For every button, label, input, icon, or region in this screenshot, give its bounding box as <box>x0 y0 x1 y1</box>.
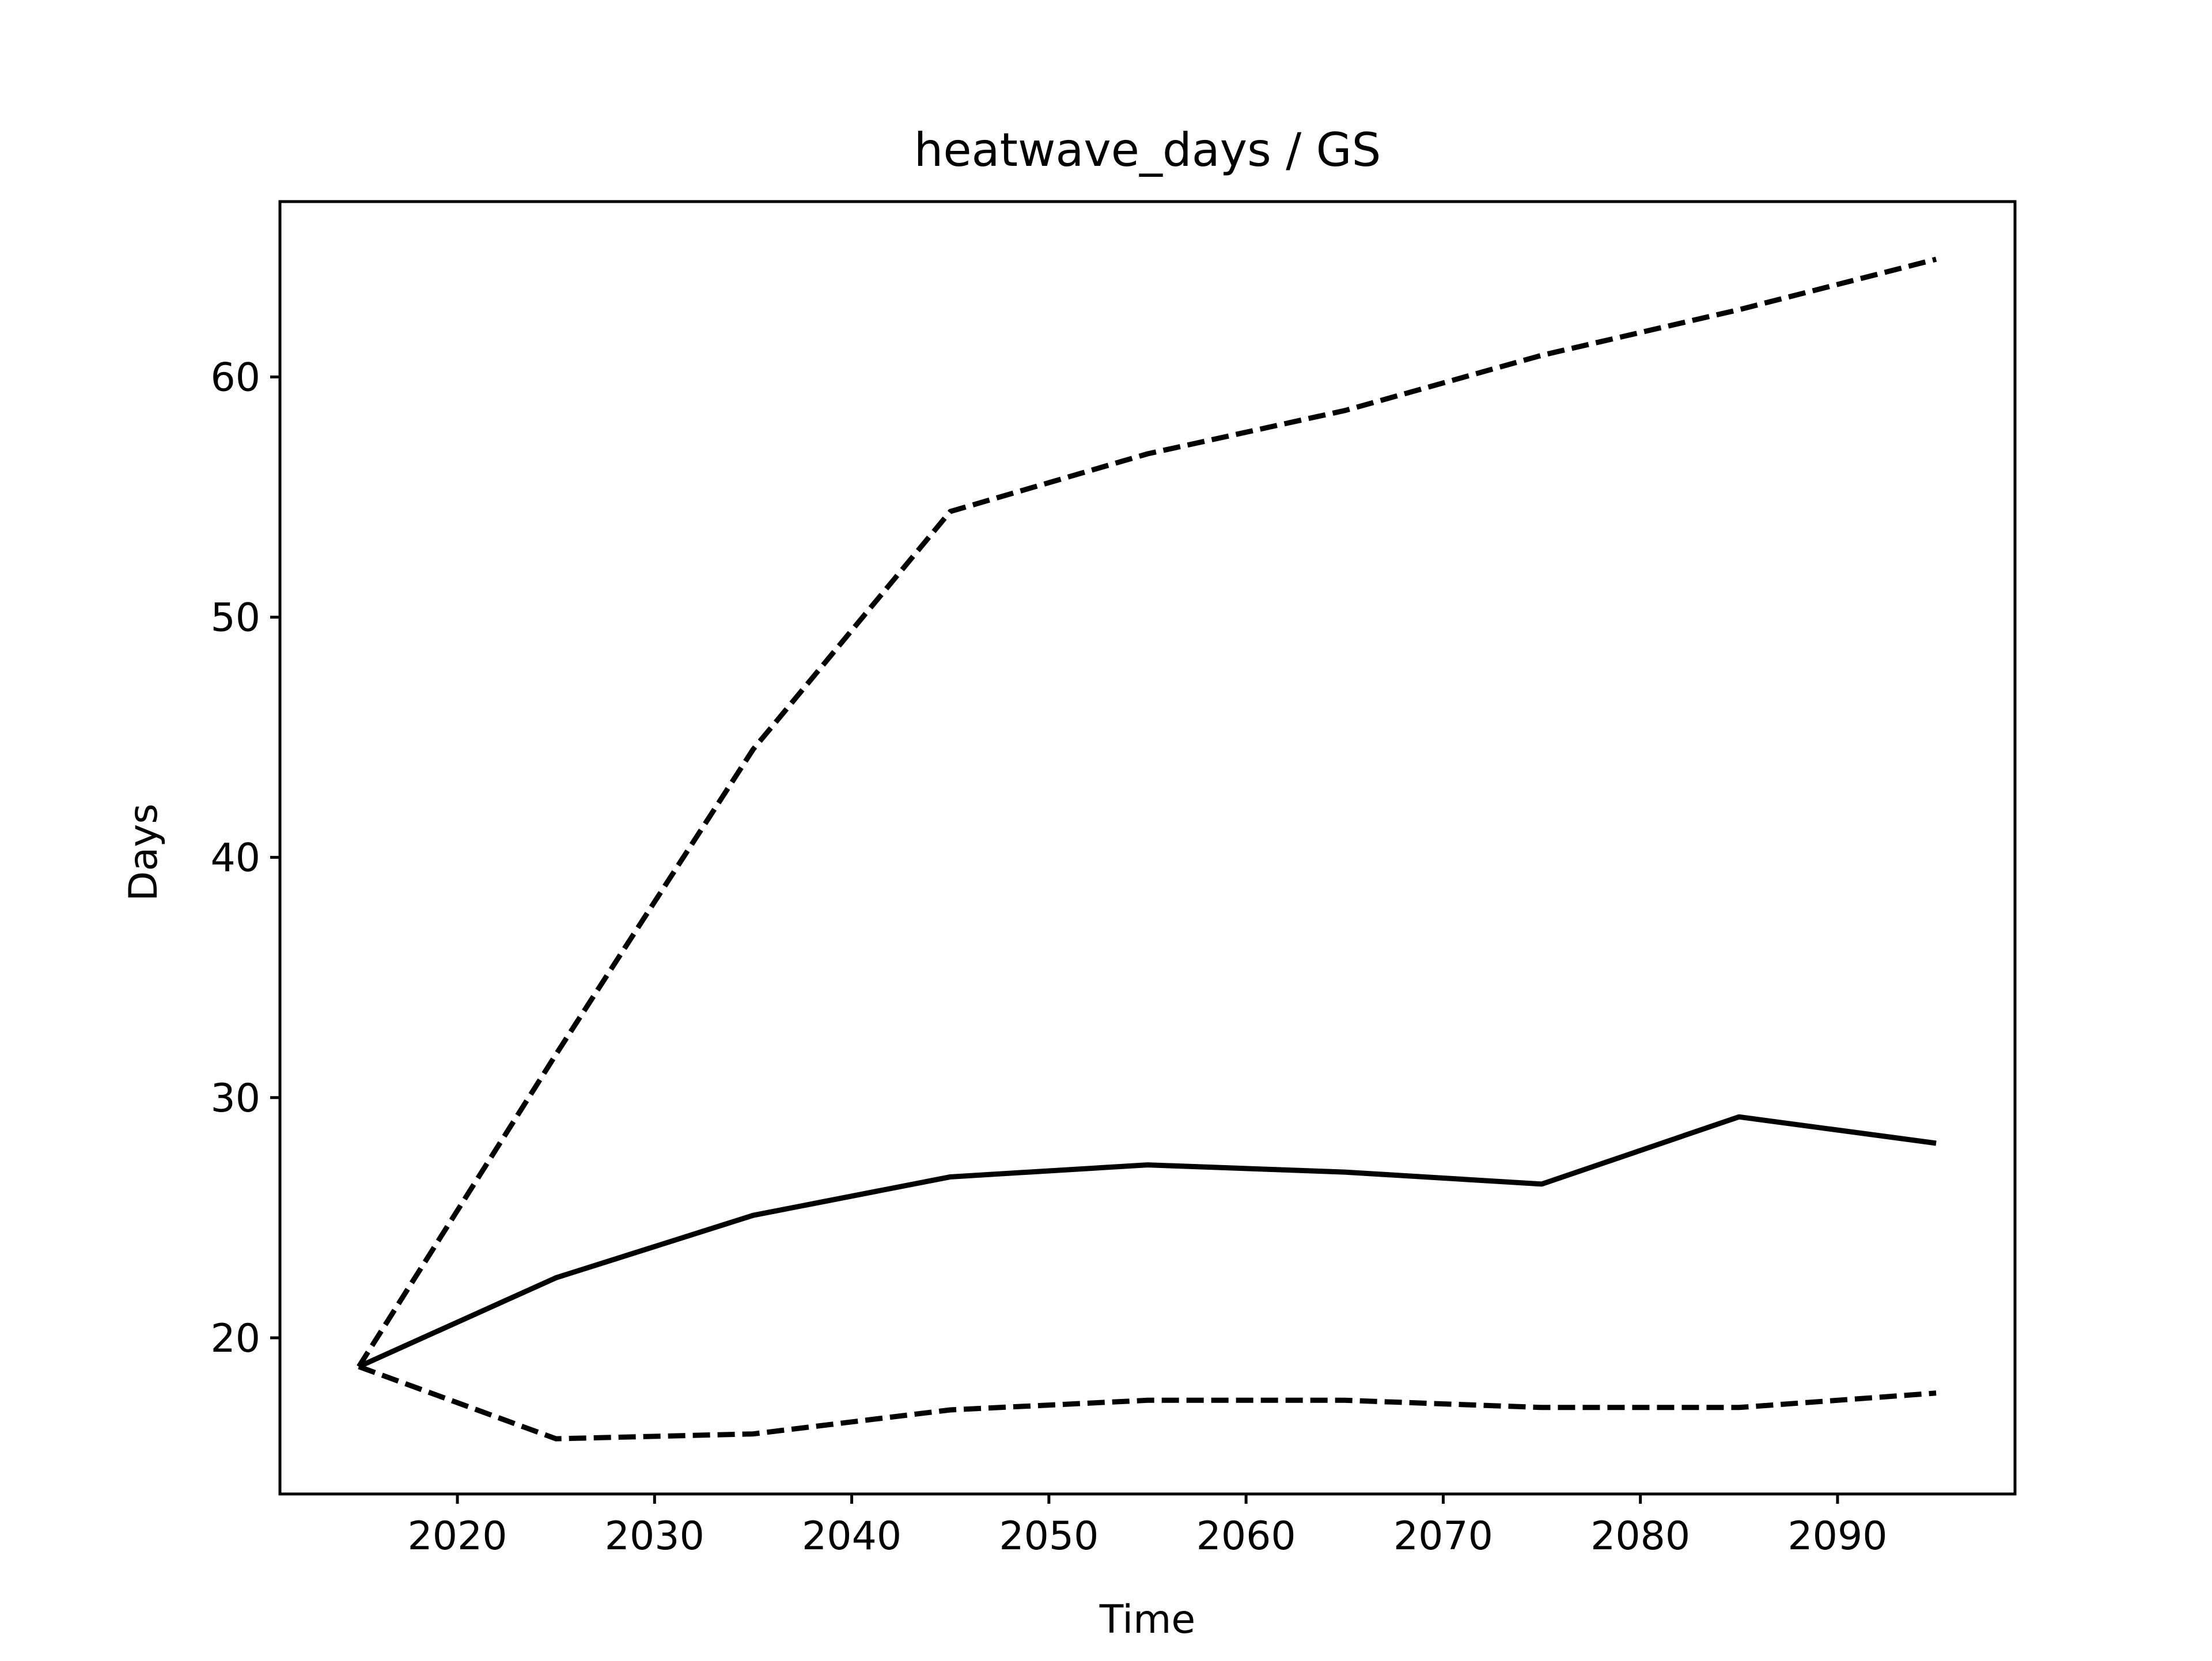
y-tick-label: 30 <box>210 1076 260 1121</box>
y-tick-label: 60 <box>210 355 260 400</box>
x-tick-label: 2070 <box>1393 1514 1493 1559</box>
ticks-layer: 2020 2030 2040 2050 2060 2070 2080 209020304050… <box>210 355 1887 1559</box>
series-layer <box>357 256 1937 1442</box>
x-axis-label: Time <box>1099 1597 1195 1643</box>
x-tick-label: 2020 <box>408 1514 507 1559</box>
plot-area-frame <box>278 200 2017 1496</box>
y-tick-label: 20 <box>210 1316 260 1362</box>
y-tick-label: 40 <box>210 836 260 881</box>
x-tick-label: 2030 <box>605 1514 704 1559</box>
y-axis-label: Days <box>121 803 166 901</box>
x-tick-label: 2080 <box>1590 1514 1690 1559</box>
series-line-1 <box>358 1114 1937 1370</box>
chart-title: heatwave_days / GS <box>914 123 1381 177</box>
series-line-2 <box>357 256 1937 1368</box>
series-line-3 <box>358 1364 1937 1442</box>
y-tick-label: 50 <box>210 596 260 641</box>
x-tick-label: 2050 <box>999 1514 1099 1559</box>
x-tick-label: 2040 <box>802 1514 902 1559</box>
x-tick-label: 2060 <box>1196 1514 1296 1559</box>
x-tick-label: 2090 <box>1787 1514 1887 1559</box>
